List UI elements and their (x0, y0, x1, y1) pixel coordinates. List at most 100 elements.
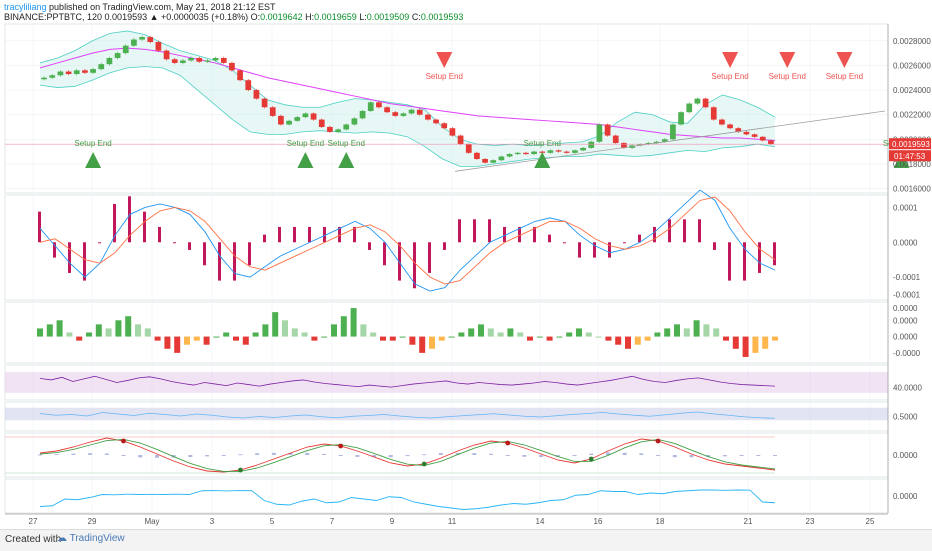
macd-hist-bar (338, 226, 341, 243)
candle (441, 123, 448, 129)
macd-hist-bar (143, 211, 146, 243)
candle (555, 150, 562, 152)
momentum-bar (242, 336, 249, 345)
macd-hist-bar (683, 219, 686, 243)
cross-bar (605, 452, 610, 455)
momentum-bar (487, 328, 494, 337)
tradingview-logo[interactable]: ☁ TradingView (57, 533, 125, 544)
setup-end-label: Setup End (426, 72, 463, 81)
momentum-bar (664, 328, 671, 337)
macd-hist-bar (653, 226, 656, 243)
momentum-bar (95, 324, 102, 337)
cross-bar (422, 454, 427, 456)
candle (351, 118, 358, 125)
momentum-bar (125, 316, 132, 337)
x-tick-label: 21 (744, 517, 753, 526)
price-tick-label: 0.0016000 (893, 185, 931, 194)
candle (653, 141, 660, 143)
candle (416, 109, 423, 115)
rsi-tick-label: 40.0000 (893, 384, 922, 393)
macd-hist-bar (443, 242, 446, 250)
countdown-tag (889, 150, 931, 162)
momentum-bar (203, 336, 210, 345)
cross-bar (71, 453, 76, 455)
macd-hist-bar (173, 242, 176, 244)
momentum-bar (438, 336, 445, 341)
username[interactable]: tracyliliang (4, 2, 47, 12)
candle (335, 129, 341, 132)
momentum-bar (625, 336, 631, 349)
candle (743, 131, 750, 135)
cross-bar (321, 453, 326, 455)
chart-canvas[interactable]: Setup End Setup End Setup End Setup End Setu… (0, 0, 932, 529)
cross-bar (338, 455, 343, 456)
candle (220, 58, 227, 63)
candle (686, 103, 693, 113)
momentum-bar (370, 332, 377, 337)
macd-hist-bar (158, 226, 161, 243)
cross-bar (54, 454, 59, 456)
slow-line (39, 438, 776, 472)
x-tick-label: 11 (448, 517, 457, 526)
momentum-bar (223, 332, 230, 337)
candle (710, 107, 717, 120)
setup-end-label: Setup End (711, 72, 748, 81)
price-tick-label: 0.0026000 (893, 61, 931, 70)
candle (433, 119, 439, 124)
cross-dot (421, 461, 427, 467)
macd-hist-bar (53, 242, 56, 258)
x-tick-label: 29 (88, 517, 97, 526)
x-tick-label: 9 (390, 517, 395, 526)
macd-hist-bar (68, 242, 71, 273)
momentum-bar (429, 336, 435, 349)
momentum-bar (213, 336, 220, 338)
cross-bar (472, 453, 477, 455)
momentum-bar (350, 308, 357, 337)
candle (204, 60, 211, 62)
signal-line (39, 196, 776, 285)
cross-bar (672, 455, 677, 458)
momentum-bar (144, 328, 151, 337)
momentum-bar (468, 328, 475, 337)
bollinger-bands-upper (39, 30, 776, 146)
macd-hist-bar (593, 242, 596, 258)
candle (768, 140, 774, 145)
candle (237, 70, 243, 81)
momentum-bar (301, 332, 308, 337)
cross-bar (104, 453, 109, 455)
cross-dot (588, 456, 594, 462)
candle (490, 160, 497, 163)
momentum-bar (742, 336, 749, 357)
macd-hist-bar (383, 242, 386, 266)
bottom-indicator-line (39, 489, 776, 510)
price-tick-label: 0.0028000 (893, 37, 931, 46)
setup-down-marker (722, 52, 739, 68)
cross-bar (221, 455, 226, 456)
momentum-bar (448, 336, 455, 338)
momentum-bar (634, 336, 641, 345)
momentum-bar (762, 336, 769, 349)
candle (465, 144, 472, 153)
momentum-bar (262, 324, 269, 337)
cross-bar (505, 455, 510, 456)
candle (359, 110, 366, 119)
momentum-bar (585, 332, 592, 337)
candle (180, 60, 186, 63)
cross-bar (773, 455, 777, 456)
trend-line (454, 110, 886, 172)
macd-hist-bar (83, 242, 86, 281)
candle (302, 113, 309, 118)
macd-hist-bar (278, 226, 281, 243)
candle (678, 112, 684, 125)
candle (367, 102, 374, 111)
macd-hist-bar (413, 242, 416, 289)
cross-bar (656, 455, 661, 456)
macd-hist-bar (728, 242, 731, 281)
candle (670, 124, 676, 140)
momentum-bar (272, 312, 279, 337)
momentum-bar (282, 320, 288, 337)
cross-bar (756, 455, 761, 456)
momentum-bar (615, 336, 622, 345)
candle (286, 120, 292, 125)
candle (49, 75, 56, 78)
